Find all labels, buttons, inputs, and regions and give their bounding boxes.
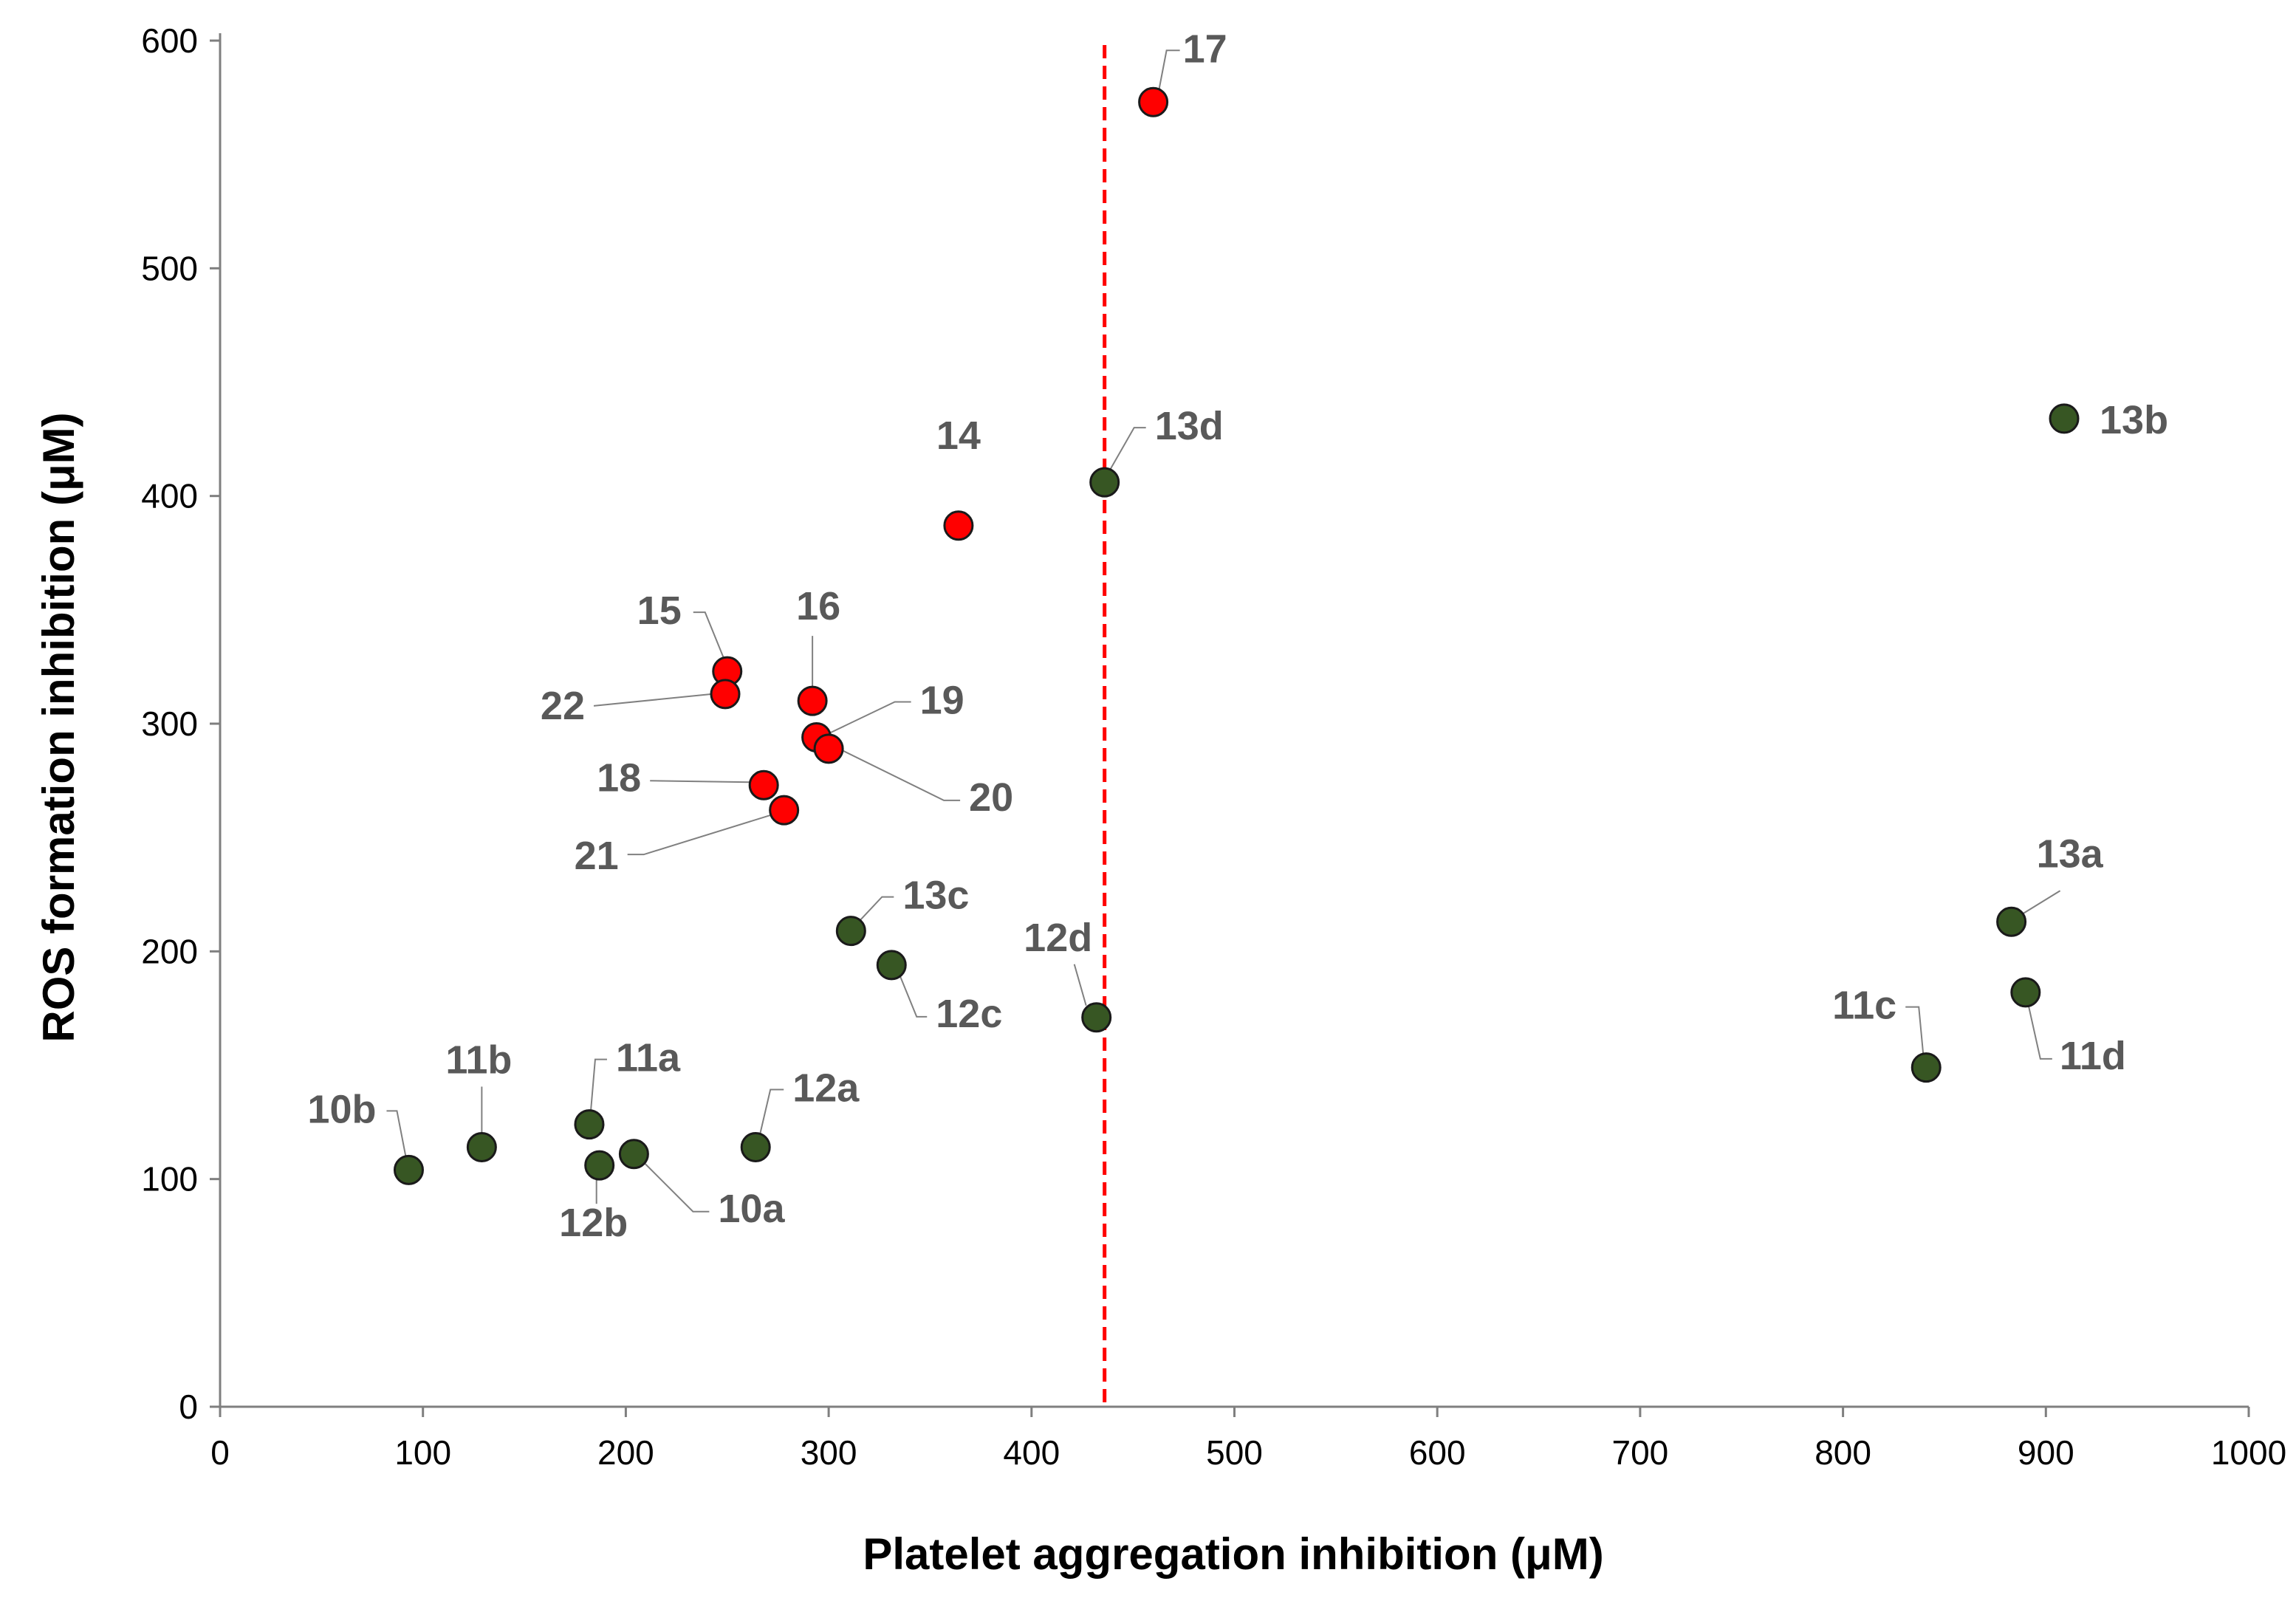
point-label-11d: 11d [2060,1034,2126,1078]
y-tick-label: 600 [141,21,198,60]
leader-line-11d [2027,1005,2052,1060]
x-tick-label: 500 [1206,1433,1263,1472]
x-tick-label: 700 [1612,1433,1669,1472]
leader-line-20 [841,750,961,801]
point-label-18: 18 [597,755,641,800]
point-13d [1089,467,1120,498]
point-label-11c: 11c [1832,984,1896,1028]
point-16 [797,685,828,716]
point-22 [710,679,741,710]
x-tick-label: 0 [210,1433,230,1472]
leader-lines [386,49,2061,1213]
y-tick-label: 400 [141,477,198,515]
x-axis-title: Platelet aggregation inhibition (μM) [863,1529,1603,1579]
point-label-13b: 13b [2100,398,2168,442]
x-tick-label: 600 [1409,1433,1466,1472]
point-label-12c: 12c [936,992,1002,1036]
point-18 [748,769,779,800]
y-tick-label: 300 [141,704,198,743]
y-tick-label: 0 [179,1388,198,1426]
data-points [393,86,2080,1185]
leader-line-12c [899,976,928,1018]
point-label-20: 20 [969,775,1013,820]
y-axis-title: ROS formation inhibition (μM) [34,412,83,1042]
point-label-13a: 13a [2037,831,2104,876]
point-label-16: 16 [796,584,840,628]
point-label-13c: 13c [902,874,969,918]
x-tick-label: 800 [1814,1433,1871,1472]
leader-line-22 [593,693,713,707]
point-label-12d: 12d [1024,916,1092,960]
point-12d [1081,1002,1112,1033]
point-label-11b: 11b [445,1038,512,1083]
leader-line-10b [386,1110,407,1157]
leader-line-15 [693,611,725,660]
axes: 0 100 200 300 400 500 600 700 800 900 1000 0 100 200 3… [141,21,2286,1472]
point-13a [1996,906,2027,937]
point-label-10a: 10a [718,1187,785,1231]
x-tick-label: 900 [2018,1433,2074,1472]
leader-line-11a [589,1058,607,1111]
point-label-21: 21 [575,834,619,878]
point-label-19: 19 [920,679,964,723]
point-label-15: 15 [637,589,682,633]
point-label-10b: 10b [307,1087,376,1131]
x-tick-label: 1000 [2211,1433,2286,1472]
leader-line-13c [859,896,894,922]
leader-line-13a [2021,890,2061,916]
point-11c [1911,1052,1942,1083]
y-tick-label: 200 [141,932,198,970]
leader-line-19 [826,701,911,735]
point-11b [466,1132,497,1162]
x-tick-label: 200 [597,1433,654,1472]
point-13b [2049,403,2080,434]
point-10a [618,1139,649,1170]
point-11a [574,1109,605,1140]
y-tick-label: 100 [141,1160,198,1198]
point-labels: 14 15 16 17 18 19 20 21 22 10a 10b 11a 11b 11c 11d 12a 1… [307,27,2168,1245]
point-20 [813,733,844,764]
y-tick-label: 500 [141,249,198,287]
x-tick-label: 100 [394,1433,451,1472]
leader-line-13d [1109,427,1146,470]
point-12a [740,1132,771,1162]
point-21 [769,795,800,826]
point-12b [584,1150,615,1181]
point-label-11a: 11a [616,1036,681,1080]
point-label-14: 14 [936,414,981,458]
leader-line-17 [1158,49,1180,89]
point-12c [876,950,907,981]
point-label-13d: 13d [1155,404,1224,448]
point-label-17: 17 [1183,27,1227,71]
x-tick-label: 300 [801,1433,857,1472]
point-10b [393,1154,424,1185]
point-label-22: 22 [541,684,585,728]
leader-line-12d [1073,964,1087,1007]
point-14 [943,510,974,541]
leader-line-11c [1905,1006,1925,1055]
point-11d [2010,977,2041,1008]
point-13c [835,916,866,947]
point-17 [1138,86,1169,117]
leader-line-12a [759,1088,784,1134]
leader-line-18 [650,780,751,783]
leader-line-10a [643,1162,710,1213]
leader-line-21 [627,814,772,856]
point-label-12a: 12a [792,1066,860,1111]
x-tick-label: 400 [1003,1433,1060,1472]
point-label-12b: 12b [559,1201,628,1245]
